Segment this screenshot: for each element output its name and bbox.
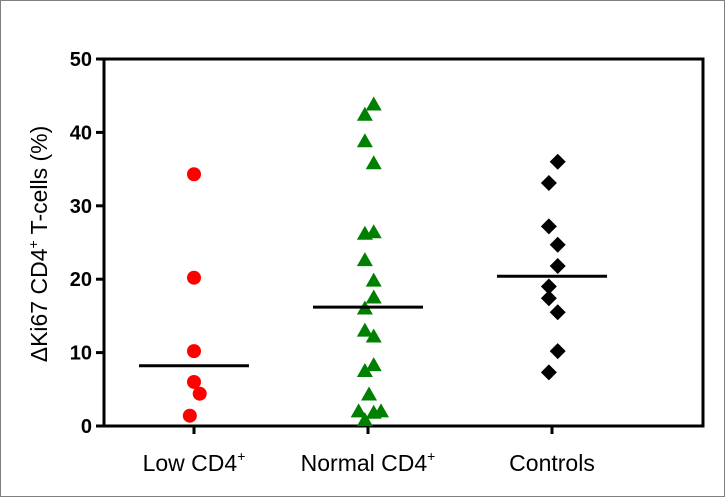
data-point-triangle <box>365 357 382 372</box>
data-point-triangle <box>356 106 373 121</box>
data-point-circle <box>192 386 207 401</box>
x-category-label: Normal CD4+ <box>301 448 436 476</box>
data-point-diamond <box>540 364 557 381</box>
data-point-triangle <box>365 328 382 343</box>
data-point-triangle <box>373 403 389 418</box>
axes <box>102 57 705 434</box>
x-category-label-sup: + <box>427 448 435 464</box>
x-category-label-sup: + <box>237 448 245 464</box>
data-point-triangle <box>356 322 373 337</box>
median-lines <box>139 274 607 368</box>
x-category-label: Controls <box>509 450 595 476</box>
y-axis-title: ΔKi67 CD4+ T-cells (%) <box>25 126 52 363</box>
data-point-diamond <box>549 236 566 253</box>
data-point-triangle <box>365 289 382 304</box>
data-point-diamond <box>549 304 566 321</box>
data-point-diamond <box>540 218 557 235</box>
x-category-label: Low CD4+ <box>143 448 246 476</box>
y-axis-title-suffix: T-cells (%) <box>26 126 52 241</box>
data-point-triangle <box>356 133 373 148</box>
x-category-labels: Low CD4+ Normal CD4+ Controls <box>143 448 595 476</box>
data-point-diamond <box>540 175 557 192</box>
data-point-circle <box>187 374 201 389</box>
data-point-circle <box>187 167 201 182</box>
data-point-triangle <box>350 403 367 418</box>
data-point-circle <box>187 270 201 285</box>
y-tick-label: 20 <box>70 269 92 291</box>
data-point-circle <box>182 408 197 423</box>
data-point-triangle <box>356 252 373 267</box>
data-point-circle <box>187 344 201 359</box>
data-point-diamond <box>540 290 557 307</box>
data-point-diamond <box>549 153 566 170</box>
data-point-diamond <box>540 278 557 295</box>
y-tick-label: 30 <box>70 196 92 218</box>
data-points <box>182 96 566 427</box>
data-point-triangle <box>365 272 382 287</box>
x-category-label-text: Controls <box>509 450 595 476</box>
data-point-triangle <box>365 96 382 111</box>
x-category-label-text: Low CD4 <box>143 450 238 476</box>
y-tick-label: 50 <box>70 49 92 71</box>
data-point-triangle <box>356 412 373 427</box>
y-axis-title-sup: + <box>25 240 41 248</box>
y-axis-title-prefix: ΔKi67 CD4 <box>26 248 52 362</box>
data-point-triangle <box>365 155 382 170</box>
data-point-diamond <box>549 343 566 360</box>
data-point-diamond <box>549 257 566 274</box>
x-category-label-text: Normal CD4 <box>301 450 428 476</box>
y-tick-label: 40 <box>70 122 92 144</box>
data-point-triangle <box>361 386 378 401</box>
y-tick-label: 0 <box>81 416 92 438</box>
data-point-triangle <box>365 224 382 239</box>
plot-border <box>102 57 705 428</box>
y-ticks: 0 10 20 30 40 50 <box>70 49 104 438</box>
y-tick-label: 10 <box>70 343 92 365</box>
data-point-triangle <box>356 362 373 377</box>
